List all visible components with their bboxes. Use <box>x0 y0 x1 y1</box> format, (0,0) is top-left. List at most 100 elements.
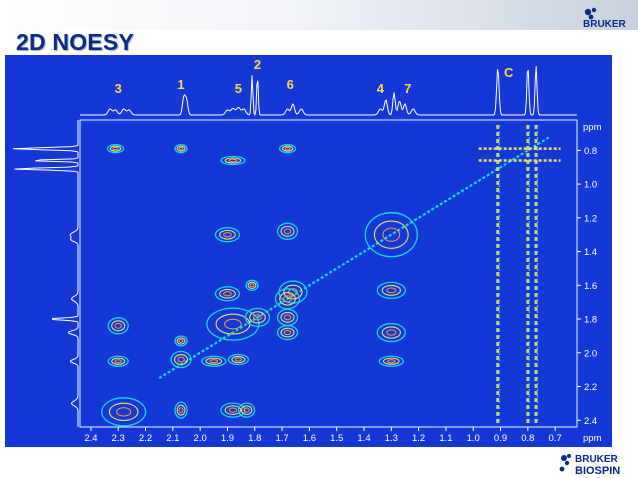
cross-peak-19-core <box>386 329 397 336</box>
y-tick-label-2.2: 2.2 <box>584 382 597 393</box>
cross-peak-19-mid <box>381 326 401 339</box>
cross-peak-26-core <box>234 357 243 362</box>
cross-peak-15 <box>174 401 188 419</box>
slide-title: 2D NOESY <box>16 29 134 55</box>
cross-peak-9-core <box>223 232 232 238</box>
cross-peak-23-core <box>228 158 238 163</box>
x-tick-label-0.9: 0.9 <box>494 433 507 444</box>
cross-peak-23-mid <box>224 157 242 164</box>
cross-peak-13 <box>107 317 129 335</box>
cross-peak-24-mid <box>281 145 294 152</box>
cross-peak-17-mid <box>240 405 253 416</box>
cross-peak-27-mid <box>176 337 186 345</box>
cross-peak-25-mid <box>205 357 223 365</box>
cross-peak-1 <box>206 307 260 341</box>
cross-peak-22-mid <box>176 145 186 152</box>
cross-peak-21-mid <box>109 145 122 152</box>
slide-header-bar <box>0 0 638 30</box>
cross-peak-0-core <box>382 227 401 242</box>
cross-peak-24 <box>278 144 297 154</box>
cross-peak-10-core <box>223 291 232 297</box>
cross-peak-25 <box>201 355 227 367</box>
cross-peak-13-mid <box>111 320 126 332</box>
peak-label-2: 2 <box>254 57 261 72</box>
cross-peak-7 <box>276 324 299 341</box>
x-tick-label-1.7: 1.7 <box>275 433 288 444</box>
x-tick-label-1.0: 1.0 <box>467 433 480 444</box>
cross-peak-16-core <box>228 407 238 413</box>
cross-peak-21 <box>106 144 125 154</box>
cross-peak-6-mid <box>280 311 295 323</box>
cross-peak-12 <box>245 279 259 291</box>
y-tick-label-0.8: 0.8 <box>584 146 597 157</box>
cross-peak-3 <box>170 350 192 369</box>
cross-peak-10 <box>214 286 241 302</box>
cross-peak-5 <box>276 222 299 240</box>
bruker-logo-top: BRUKER <box>583 7 627 29</box>
cross-peak-17 <box>237 402 256 418</box>
noesy-spectrum-panel: 3 1 2 5 6 4 7 C 2.4 2.3 2.2 2.1 2.0 1.9 1.8 1.7 1.6 1.5 1.… <box>5 55 612 447</box>
cross-peak-7-core <box>283 329 292 336</box>
y-tick-label-1.2: 1.2 <box>584 213 597 224</box>
cross-peak-11-core <box>253 314 262 321</box>
cross-peak-5-mid <box>280 225 295 237</box>
cross-peak-18 <box>376 281 406 300</box>
peak-label-C: C <box>504 65 514 80</box>
bruker-logo-bottom-text: BRUKER <box>575 454 619 465</box>
cross-peak-10-mid <box>219 288 236 299</box>
x-tick-label-1.8: 1.8 <box>248 433 261 444</box>
y-tick-label-1.8: 1.8 <box>584 315 597 326</box>
bruker-logo-top-text: BRUKER <box>583 19 627 29</box>
cross-peak-16 <box>220 402 246 418</box>
cross-peak-9 <box>214 227 241 243</box>
y-tick-label-1.6: 1.6 <box>584 281 597 292</box>
plot-frame <box>79 119 578 428</box>
peak-label-4: 4 <box>377 81 385 96</box>
cross-peak-14-mid <box>111 357 126 365</box>
x-tick-label-1.4: 1.4 <box>357 433 370 444</box>
cross-peak-25-core <box>209 359 219 364</box>
y-tick-label-1.4: 1.4 <box>584 247 597 258</box>
x-tick-label-1.1: 1.1 <box>439 433 452 444</box>
x-tick-label-2.1: 2.1 <box>166 433 179 444</box>
cross-peak-4 <box>278 280 308 304</box>
cross-peak-5-core <box>283 228 292 235</box>
cross-peak-23 <box>220 155 246 166</box>
cross-peak-3-mid <box>173 354 189 366</box>
cross-peak-0 <box>364 212 418 258</box>
x-tick-label-0.8: 0.8 <box>521 433 534 444</box>
cross-peak-27 <box>174 335 188 347</box>
cross-peak-3-core <box>177 356 185 363</box>
peak-label-6: 6 <box>287 77 294 92</box>
y-axis-unit: ppm <box>583 122 602 133</box>
cross-peak-22 <box>174 144 188 154</box>
peak-label-7: 7 <box>404 81 411 96</box>
cross-peak-27-core <box>178 338 184 343</box>
cross-peak-20-core <box>386 359 396 364</box>
cross-peak-6-core <box>283 314 292 321</box>
peak-label-3: 3 <box>115 81 122 96</box>
cross-peak-12-mid <box>247 281 257 289</box>
cross-peak-8-mid <box>279 292 296 306</box>
cross-peak-8 <box>274 288 301 310</box>
peak-label-5: 5 <box>235 81 242 96</box>
cross-peak-26-mid <box>231 355 246 364</box>
cross-peak-2-mid <box>108 402 139 422</box>
cross-peak-14-core <box>114 359 122 364</box>
peak-label-1: 1 <box>177 77 184 92</box>
cross-peak-4-core <box>288 288 298 296</box>
y-tick-label-2.0: 2.0 <box>584 348 597 359</box>
cross-peak-17-core <box>243 407 250 413</box>
cross-peak-22-core <box>178 146 184 151</box>
cross-peak-20-mid <box>382 357 400 365</box>
cross-peak-24-core <box>284 146 291 151</box>
cross-peak-14 <box>107 355 129 367</box>
cross-peak-0-mid <box>373 220 409 249</box>
cross-peak-11-mid <box>249 311 266 324</box>
cross-peak-7-mid <box>280 327 295 338</box>
x-tick-label-2.4: 2.4 <box>84 433 97 444</box>
y-tick-label-2.4: 2.4 <box>584 416 597 427</box>
x-tick-label-2.2: 2.2 <box>139 433 152 444</box>
cross-peak-13-core <box>114 322 122 329</box>
noesy-spectrum: 3 1 25 6 4 7 C 2.4 2.3 2.2 2.1 2.0 1.9 1.8 1.7 1.6 1.5 1.… <box>12 57 602 444</box>
